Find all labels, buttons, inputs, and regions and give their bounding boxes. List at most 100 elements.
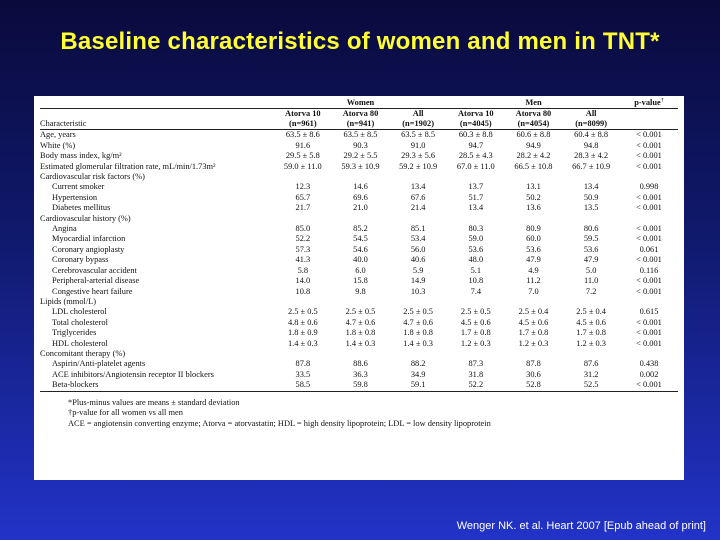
row-value: 30.6 <box>526 369 541 379</box>
section-label: Lipids (mmol/L) <box>40 296 97 306</box>
row-value: 90.3 <box>353 140 368 150</box>
row-label: Current smoker <box>52 182 105 192</box>
row-value: 6.0 <box>355 265 366 275</box>
table-row: Hypertension 65.7 69.6 67.6 51.7 50.2 50.9 < 0.… <box>40 193 678 203</box>
row-value: 58.5 <box>274 380 332 392</box>
table-row: Estimated glomerular filtration rate, mL… <box>40 162 678 172</box>
row-value: 14.6 <box>353 182 368 192</box>
footnote-abbreviations: ACE = angiotensin converting enzyme; Ato… <box>68 418 491 428</box>
row-value: 53.6 <box>583 244 599 254</box>
table-row: ACE inhibitors/Angiotensin receptor II b… <box>40 370 678 380</box>
table-row: Current smoker 12.3 14.6 13.4 13.7 13.1 13.4 0.… <box>40 182 678 192</box>
row-value: 80.6 <box>583 224 599 234</box>
row-value: 13.4 <box>583 182 599 192</box>
row-value: 59.5 <box>583 234 599 244</box>
row-value: 87.8 <box>295 359 311 369</box>
row-value: 21.0 <box>353 203 368 213</box>
row-value: 13.4 <box>468 203 484 213</box>
row-pvalue: < 0.001 <box>636 317 662 327</box>
row-value: 40.6 <box>410 255 426 265</box>
row-value <box>332 297 390 307</box>
row-value <box>389 297 447 307</box>
row-value <box>389 214 447 224</box>
row-value: 53.6 <box>526 244 541 254</box>
row-pvalue: < 0.001 <box>636 286 662 296</box>
row-pvalue <box>620 297 678 307</box>
row-value: 60.4 ± 8.8 <box>574 130 609 140</box>
table-row: Congestive heart failure 10.8 9.8 10.3 7.4 7.… <box>40 287 678 297</box>
row-value: 41.3 <box>295 255 311 265</box>
table-row: Beta-blockers 58.5 59.8 59.1 52.2 52.8 52.5 < 0… <box>40 380 678 392</box>
row-value: 94.9 <box>526 140 541 150</box>
row-value <box>274 297 332 307</box>
row-value: 4.7 ± 0.6 <box>403 317 433 327</box>
row-label: Total cholesterol <box>52 317 108 327</box>
row-label: Coronary angioplasty <box>52 244 125 254</box>
row-value: 7.2 <box>585 286 597 296</box>
row-label: ACE inhibitors/Angiotensin receptor II b… <box>52 369 214 379</box>
column-name: All <box>562 108 620 119</box>
row-pvalue: 0.438 <box>639 359 659 369</box>
row-value: 85.0 <box>295 224 311 234</box>
pvalue-header: p-value† <box>620 98 678 109</box>
row-value: 31.2 <box>583 369 599 379</box>
row-value: 28.2 ± 4.2 <box>516 151 551 161</box>
row-value: 21.4 <box>410 203 426 213</box>
row-value: 57.3 <box>295 244 311 254</box>
row-value: 50.9 <box>583 192 599 202</box>
row-pvalue: < 0.001 <box>620 380 678 392</box>
row-pvalue: < 0.001 <box>636 151 662 161</box>
row-value: 1.2 ± 0.3 <box>576 338 606 348</box>
row-value: 7.4 <box>470 286 482 296</box>
row-pvalue: 0.116 <box>639 265 659 275</box>
table-row: HDL cholesterol 1.4 ± 0.3 1.4 ± 0.3 1.4 ± 0… <box>40 339 678 349</box>
baseline-table-panel: Women Men p-value† Atorva 10 Atorva 80 All… <box>34 96 684 480</box>
row-value: 13.7 <box>468 182 484 192</box>
row-value: 13.4 <box>410 182 426 192</box>
row-value: 65.7 <box>295 192 311 202</box>
row-value: 1.2 ± 0.3 <box>518 338 549 348</box>
table-row: Peripheral-arterial disease 14.0 15.8 14.9 1… <box>40 276 678 286</box>
column-name: Atorva 80 <box>331 108 390 119</box>
footnote-plus-minus: *Plus-minus values are means ± standard … <box>68 397 240 407</box>
section-row: Cardiovascular history (%) <box>40 214 678 224</box>
row-label: Body mass index, kg/m² <box>40 151 122 161</box>
row-value: 66.7 ± 10.9 <box>572 161 611 171</box>
row-value: 4.9 <box>528 265 539 275</box>
row-pvalue: < 0.001 <box>636 328 662 338</box>
row-value: 31.8 <box>468 369 484 379</box>
row-value: 88.2 <box>410 359 426 369</box>
pvalue-header-text: p-value <box>634 98 661 107</box>
row-value: 69.6 <box>353 192 368 202</box>
row-value <box>562 214 620 224</box>
row-value: 1.8 ± 0.8 <box>345 328 376 338</box>
section-row: Concomitant therapy (%) <box>40 349 678 359</box>
row-label: Age, years <box>40 130 76 140</box>
row-value: 10.8 <box>295 286 311 296</box>
row-value: 33.5 <box>295 369 311 379</box>
row-value: 9.8 <box>355 286 366 296</box>
row-value <box>505 297 563 307</box>
row-pvalue: < 0.001 <box>636 234 662 244</box>
row-value: 15.8 <box>353 276 368 286</box>
row-value: 63.5 ± 8.5 <box>343 130 378 140</box>
row-value: 5.8 <box>297 265 309 275</box>
row-value: 63.5 ± 8.5 <box>401 130 436 140</box>
row-pvalue <box>620 349 678 359</box>
section-row: Cardiovascular risk factors (%) <box>40 172 678 182</box>
row-value: 13.1 <box>526 182 541 192</box>
column-name-row: Atorva 10 Atorva 80 All Atorva 10 Atorva 80 A… <box>40 108 678 119</box>
row-label: Triglycerides <box>52 328 97 338</box>
row-value: 14.9 <box>410 276 426 286</box>
column-n: (n=8099) <box>562 119 620 131</box>
row-pvalue: 0.061 <box>639 244 659 254</box>
row-value: 94.7 <box>468 140 484 150</box>
row-label: Angina <box>52 224 77 234</box>
group-header-women: Women <box>274 98 447 109</box>
row-value: 1.7 ± 0.8 <box>460 328 491 338</box>
row-label: Cerebrovascular accident <box>52 265 137 275</box>
column-name: Atorva 80 <box>504 108 563 119</box>
row-value: 1.4 ± 0.3 <box>345 338 376 348</box>
row-value: 50.2 <box>526 192 541 202</box>
row-value: 87.8 <box>526 359 541 369</box>
